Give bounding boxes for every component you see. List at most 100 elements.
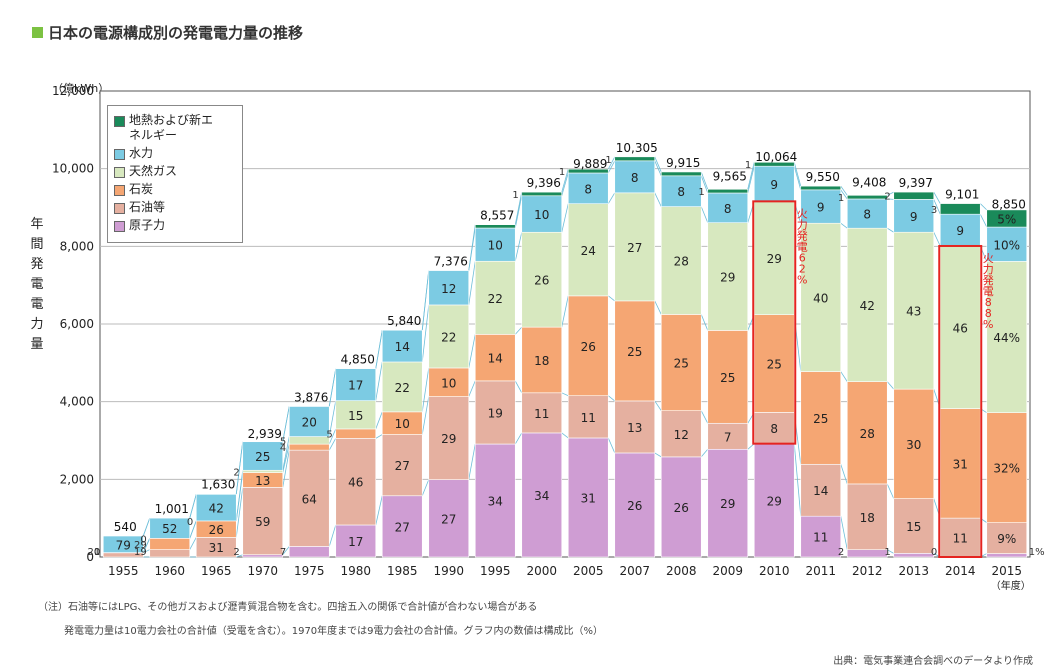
data-label-nuclear: 29: [720, 497, 735, 511]
bar-geo: [474, 224, 516, 229]
data-label-hydro: 12: [441, 282, 456, 296]
data-label-oil: 27: [395, 459, 410, 473]
total-label: 5,840: [387, 314, 421, 328]
x-tick-label: 1965: [201, 564, 232, 578]
data-label-oil: 11: [581, 411, 596, 425]
data-label-coal: 25: [813, 412, 828, 426]
x-tick-label: 1975: [294, 564, 325, 578]
connector-line: [886, 483, 895, 499]
bar-oil: [614, 400, 656, 454]
x-tick-label: 2014: [945, 564, 976, 578]
total-label: 9,397: [899, 176, 933, 190]
connector-line: [282, 546, 290, 555]
bar-hydro: [939, 213, 981, 247]
bar-geo: [567, 168, 609, 174]
bar-coal: [614, 300, 656, 402]
bar-gas: [288, 436, 330, 445]
connector-line: [607, 192, 616, 204]
data-label-gas: 15: [348, 409, 363, 423]
bar-hydro: [102, 535, 144, 553]
data-label-coal: 26: [581, 340, 596, 354]
bar-hydro: [381, 329, 423, 363]
connector-line: [421, 479, 430, 496]
bar-geo: [893, 191, 935, 200]
connector-line: [887, 227, 894, 233]
connector-line: [189, 537, 197, 550]
bar-geo: [614, 156, 656, 162]
connector-line: [142, 538, 151, 553]
data-label-oil: 7: [724, 430, 732, 444]
bar-coal: [846, 381, 888, 485]
bar-nuclear: [707, 448, 749, 558]
bar-hydro: [753, 165, 795, 202]
data-label-gas: 0: [94, 547, 100, 558]
total-label: 9,889: [573, 157, 607, 171]
connector-line: [887, 191, 894, 196]
connector-line: [282, 406, 290, 442]
bar-coal: [474, 334, 516, 382]
legend-item-gas: 天然ガス: [114, 164, 242, 179]
data-label-oil: 19: [488, 406, 503, 420]
x-tick-label: 2013: [898, 564, 929, 578]
data-label-hydro: 17: [348, 379, 363, 393]
connector-line: [468, 261, 476, 305]
data-label-gas: 40: [813, 291, 828, 305]
connector-line: [840, 371, 848, 382]
title-square-icon: [32, 27, 43, 38]
bar-nuclear: [753, 443, 795, 558]
data-label-geo: 5%: [997, 212, 1016, 226]
legend-item-geo: 地熱および新エネルギー: [114, 113, 242, 143]
y-tick-label: 4,000: [60, 395, 94, 409]
bar-hydro: [195, 494, 237, 522]
connector-line: [607, 437, 616, 454]
x-tick-label: 2015: [991, 564, 1022, 578]
bar-nuclear: [242, 554, 284, 558]
data-label-coal: 31: [953, 457, 968, 471]
y-unit-label: （億kWh）: [52, 82, 110, 95]
bar-coal: [149, 538, 191, 550]
connector-line: [468, 334, 476, 369]
data-label-oil: 64: [302, 492, 317, 506]
connector-line: [282, 444, 290, 473]
y-tick-label: 10,000: [52, 162, 94, 176]
bar-geo: [660, 171, 702, 177]
bar-coal: [986, 412, 1028, 523]
data-label-geo: 1: [512, 190, 518, 201]
bar-hydro: [707, 192, 749, 224]
data-label-gas: 22: [488, 292, 503, 306]
y-tick-label: 8,000: [60, 239, 94, 253]
connector-line: [654, 160, 662, 176]
connector-line: [933, 191, 941, 204]
data-label-oil: 13: [627, 421, 642, 435]
connector-line: [561, 295, 569, 328]
x-unit-label: （年度）: [991, 579, 1031, 592]
legend-swatch-nuclear: [114, 221, 125, 232]
bar-geo: [521, 191, 563, 197]
data-label-coal: 14: [488, 352, 503, 366]
bar-gas: [753, 201, 795, 315]
data-label-nuclear: 26: [674, 501, 689, 515]
bar-nuclear: [567, 437, 609, 558]
data-label-coal: 26: [209, 523, 224, 537]
x-tick-label: 1955: [108, 564, 139, 578]
bar-oil: [567, 395, 609, 439]
legend-label-oil: 石油等: [129, 200, 166, 214]
bar-coal: [707, 330, 749, 424]
connector-line: [887, 549, 894, 554]
connector-line: [840, 222, 848, 229]
data-label-coal: 13: [255, 474, 270, 488]
connector-line: [328, 428, 337, 445]
bar-coal: [567, 295, 609, 397]
data-label-coal: 5: [326, 430, 332, 441]
data-label-gas: 2: [233, 467, 239, 478]
bar-nuclear: [335, 524, 377, 558]
data-label-nuclear: 34: [488, 495, 503, 509]
connector-line: [700, 175, 709, 194]
data-label-coal: 25: [720, 371, 735, 385]
data-label-nuclear: 31: [581, 491, 596, 505]
bar-nuclear: [381, 495, 423, 558]
bar-geo: [800, 185, 842, 191]
data-label-hydro: 79: [116, 538, 131, 552]
data-label-nuclear: 1%: [1029, 547, 1045, 558]
bar-gas: [614, 192, 656, 302]
